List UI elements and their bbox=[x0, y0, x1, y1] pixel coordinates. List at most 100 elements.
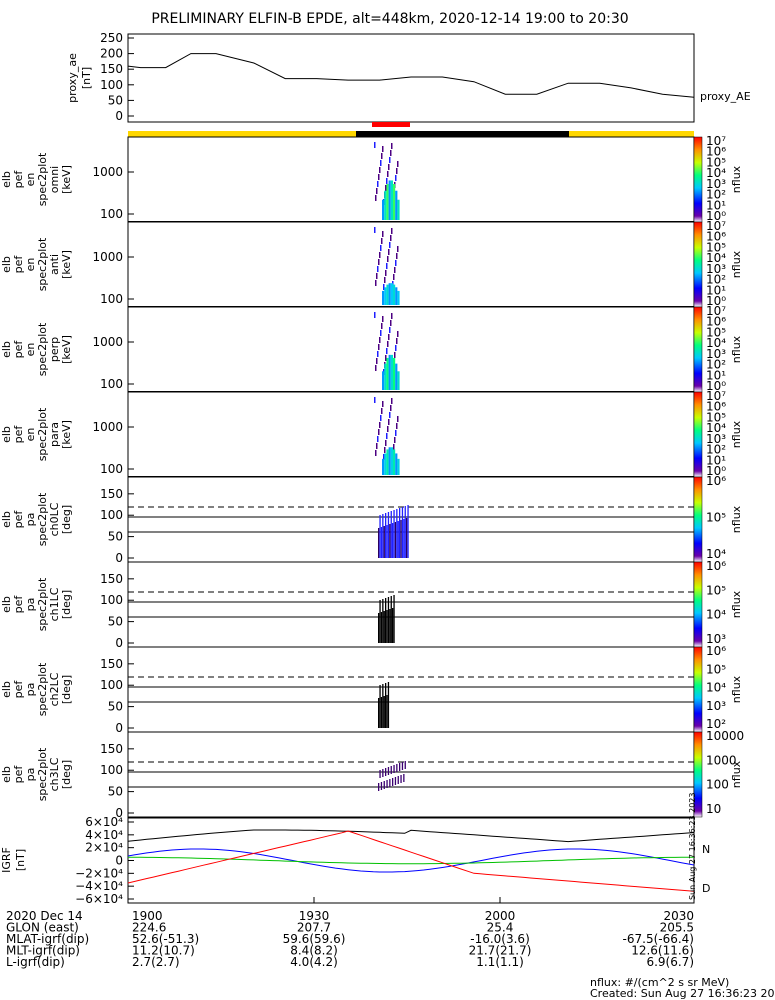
spec-pixel bbox=[390, 405, 392, 411]
spec-pixel bbox=[382, 231, 384, 237]
spec-pixel bbox=[389, 242, 391, 248]
footer-units: nflux: #/(cm^2 s sr MeV) bbox=[590, 976, 729, 989]
panel-ylabel: spec2plot bbox=[36, 152, 49, 206]
spec-pixel bbox=[384, 363, 387, 390]
spectrogram-panels: elb pef en spec2plot omni [keV] 100010010⁷10⁶1… bbox=[0, 134, 744, 820]
panel-ylabel: elb bbox=[0, 426, 13, 443]
x-row-value: 4.0(4.2) bbox=[290, 955, 338, 969]
spec-pixel bbox=[387, 597, 390, 643]
colorbar-tick-label: 10 bbox=[706, 802, 721, 816]
colorbar-tick-label: 10⁵ bbox=[706, 325, 726, 339]
spec-pixel bbox=[379, 167, 381, 173]
panel-frame bbox=[127, 391, 695, 478]
spec-pixel bbox=[388, 419, 390, 425]
spec-pixel bbox=[374, 397, 376, 403]
x-row-value: 1930 bbox=[299, 909, 330, 923]
spec-pixel bbox=[395, 430, 397, 436]
spec-pixel bbox=[395, 363, 398, 390]
panel-ylabel: [keV] bbox=[60, 250, 73, 279]
spec-pixel bbox=[387, 256, 389, 262]
spec-pixel bbox=[385, 683, 387, 728]
spec-pixel bbox=[393, 444, 395, 450]
colorbar-tick-label: 10⁵ bbox=[706, 410, 726, 424]
spec-pixel bbox=[389, 412, 391, 418]
panel-ylabel: [deg] bbox=[60, 760, 73, 789]
spec-pixel bbox=[390, 320, 392, 326]
colorbar-tick-label: 10² bbox=[706, 358, 726, 372]
panel-ylabel: pa bbox=[24, 683, 37, 697]
spec-pixel bbox=[376, 443, 378, 449]
spec-pixel bbox=[387, 682, 390, 728]
ae-series-line bbox=[127, 53, 695, 98]
colorbar-label: nflux bbox=[730, 420, 743, 448]
spec-pixel bbox=[394, 777, 397, 785]
x-row-value: 11.2(10.7) bbox=[132, 944, 195, 958]
spec-pixel bbox=[379, 252, 381, 258]
spec-pixel bbox=[389, 327, 391, 333]
colorbar bbox=[693, 221, 703, 308]
spec-pixel bbox=[400, 520, 402, 558]
panel-ylabel: spec2plot bbox=[36, 747, 49, 801]
spec-pixel bbox=[387, 171, 389, 177]
panel-ylabel: pef bbox=[12, 425, 25, 444]
spec-pixel bbox=[380, 415, 382, 421]
panel-frame bbox=[127, 646, 695, 733]
colorbar-label: nflux bbox=[730, 590, 743, 618]
spec-pixel bbox=[381, 323, 383, 329]
panel-ylabel: [deg] bbox=[60, 505, 73, 534]
igrf-bz-line bbox=[127, 829, 695, 843]
igrf-tick-label: −2×10⁴ bbox=[75, 866, 123, 880]
panel-ylabel: pef bbox=[12, 765, 25, 784]
orbit-bar-yellow-right bbox=[569, 131, 694, 137]
colorbar-tick-label: 10² bbox=[706, 188, 726, 202]
spec-pixel bbox=[376, 273, 378, 279]
spec-pixel bbox=[406, 518, 408, 558]
spec-pixel bbox=[382, 316, 384, 322]
spec-pixel bbox=[389, 609, 391, 643]
spec-pixel bbox=[403, 519, 405, 558]
ae-legend: proxy_AE bbox=[700, 90, 751, 103]
pa-tick-label: 100 bbox=[100, 508, 123, 522]
x-row-value: 1.1(1.1) bbox=[476, 955, 524, 969]
spec-pixel bbox=[393, 184, 396, 220]
orbit-bar-yellow-left bbox=[128, 131, 356, 137]
spec-pixel bbox=[382, 146, 384, 152]
orbit-bar-black bbox=[356, 131, 569, 137]
panel-ylabel: omni bbox=[48, 166, 61, 193]
spec-pixel bbox=[378, 429, 380, 435]
colorbar-tick-label: 10⁷ bbox=[706, 389, 726, 403]
spec-pixel bbox=[400, 775, 402, 783]
colorbar-tick-label: 10⁴ bbox=[706, 681, 726, 695]
spec-pixel bbox=[394, 352, 396, 358]
panel-ylabel: elb bbox=[0, 256, 13, 273]
spec-pixel bbox=[395, 287, 398, 305]
spec-pixel bbox=[380, 697, 383, 728]
spec-pixel bbox=[389, 524, 391, 558]
spec-pixel bbox=[386, 695, 388, 728]
panel-pitch-ch2LC: elb pef pa spec2plot ch2LC [deg] 150 100 50 0 10⁶ 1… bbox=[0, 644, 743, 735]
spec-pixel bbox=[396, 509, 398, 558]
colorbar-tick-label: 100 bbox=[706, 778, 729, 792]
igrf-ylabel-1: IGRF bbox=[0, 847, 13, 873]
spec-pixel bbox=[375, 450, 377, 456]
panel-ylabel: [keV] bbox=[60, 420, 73, 449]
colorbar-tick-label: 10² bbox=[706, 443, 726, 457]
spec-pixel bbox=[385, 185, 387, 191]
spec-pixel bbox=[385, 598, 387, 643]
spec-pixel bbox=[399, 508, 401, 558]
x-row-value: 59.6(59.6) bbox=[283, 932, 346, 946]
igrf-tick-label: 2×10⁴ bbox=[85, 841, 123, 855]
pa-tick-label: 50 bbox=[108, 785, 123, 799]
panel-ylabel: perp bbox=[48, 337, 61, 362]
spec-pixel bbox=[376, 358, 378, 364]
colorbar-tick-label: 10⁶ bbox=[706, 644, 726, 658]
spec-pixel bbox=[382, 684, 384, 728]
panel-ylabel: ch0LC bbox=[48, 502, 61, 536]
spec-pixel bbox=[385, 355, 387, 361]
spec-pixel bbox=[374, 227, 376, 233]
panel-pitch-ch3LC: elb pef pa spec2plot ch3LC [deg] 150 100 50 0 1000… bbox=[0, 729, 744, 820]
x-row-value: 21.7(21.7) bbox=[469, 944, 532, 958]
panel-ylabel: [keV] bbox=[60, 335, 73, 364]
